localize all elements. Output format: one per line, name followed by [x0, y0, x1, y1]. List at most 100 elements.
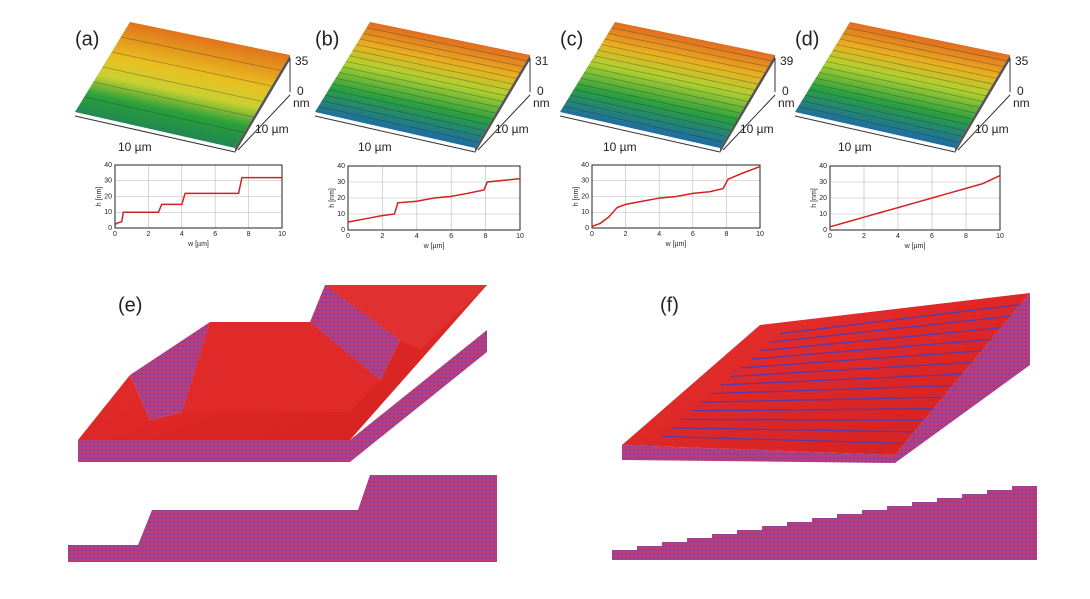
terrace-edge	[812, 83, 973, 120]
y-axis-label: h [nm]	[573, 187, 580, 207]
z-max: 31	[535, 54, 549, 68]
step-line	[750, 338, 992, 360]
model-e	[68, 285, 497, 562]
y-axis	[957, 94, 1011, 151]
x-axis-label: w [µm]	[904, 243, 926, 250]
terrace-edge	[356, 44, 517, 79]
x-axis	[74, 115, 236, 153]
y-axis	[237, 94, 291, 151]
y-tick-label: 20	[104, 193, 112, 200]
terrace-edge	[570, 94, 731, 131]
x-length: 10 µm	[358, 140, 392, 154]
x-tick-label: 8	[247, 231, 251, 238]
y-tick-label: 40	[104, 162, 112, 169]
x-tick-label: 6	[449, 233, 453, 240]
x-tick-label: 10	[278, 231, 286, 238]
terrace-edge	[345, 60, 507, 97]
terrace-edge	[563, 105, 724, 143]
x-tick-label: 10	[756, 231, 764, 238]
profile-line	[591, 165, 761, 228]
x-tick-label: 4	[415, 233, 419, 240]
slab-side	[350, 330, 487, 462]
terrace-edge	[843, 32, 1004, 68]
y-tick-label: 20	[581, 193, 589, 200]
y-axis-label: h [nm]	[811, 188, 818, 208]
y-tick-label: 40	[819, 163, 827, 170]
x-axis	[794, 115, 956, 153]
z-max: 35	[295, 54, 309, 68]
y-length: 10 µm	[495, 122, 529, 136]
x-length: 10 µm	[603, 140, 637, 154]
profile-line	[114, 176, 282, 226]
step-face	[130, 322, 210, 420]
terrace-edge	[611, 27, 772, 62]
surface-side	[475, 55, 530, 153]
profile-line	[347, 178, 521, 223]
surface	[75, 22, 290, 148]
terrace-edge	[84, 96, 245, 133]
terrace-edge	[601, 44, 762, 79]
terrace-edge	[338, 72, 500, 108]
terrace-edge	[818, 72, 980, 108]
panel-label: (d)	[795, 28, 819, 50]
step-line	[671, 427, 915, 433]
step-line	[661, 435, 905, 445]
slab-side	[895, 293, 1030, 463]
x-tick-label: 8	[724, 231, 728, 238]
terrace-edge	[111, 51, 272, 87]
terrace-edge	[805, 94, 966, 131]
z-max: 35	[1015, 54, 1029, 68]
terrace-edge	[836, 44, 997, 79]
step-lines	[661, 303, 1021, 445]
terrace-edge	[822, 66, 983, 102]
panel-label: (f)	[660, 294, 679, 316]
terrace-edge	[587, 66, 748, 102]
terrace-edge	[349, 55, 510, 91]
terrace-edge	[359, 38, 520, 73]
step-line	[780, 303, 1021, 335]
step-line	[770, 315, 1011, 343]
y-tick-label: 40	[581, 162, 589, 169]
z-unit: nm	[533, 96, 550, 110]
slab-front	[622, 445, 895, 463]
y-tick-label: 20	[819, 195, 827, 202]
y-tick-label: 10	[819, 211, 827, 218]
y-length: 10 µm	[255, 122, 289, 136]
terrace-edge	[335, 77, 496, 114]
surface-side	[955, 55, 1010, 153]
terrace-edge	[318, 105, 479, 143]
z-max: 39	[780, 54, 794, 68]
x-tick-label: 4	[657, 231, 661, 238]
x-tick-label: 0	[590, 231, 594, 238]
terrace-edge	[93, 81, 254, 118]
cross-section	[68, 475, 497, 562]
step-face	[310, 285, 400, 380]
x-tick-label: 2	[146, 231, 150, 238]
x-tick-label: 6	[930, 233, 934, 240]
terrace-edge	[839, 38, 1000, 73]
x-tick-label: 0	[828, 233, 832, 240]
x-tick-label: 2	[862, 233, 866, 240]
terrace-edge	[815, 77, 976, 114]
z-min: 0	[537, 84, 544, 98]
y-tick-label: 30	[104, 178, 112, 185]
terrace-edge	[325, 94, 486, 131]
y-length: 10 µm	[740, 122, 774, 136]
terrace-edge	[573, 89, 734, 126]
terrace-edge	[825, 60, 987, 97]
terrace-edge	[798, 105, 959, 143]
z-min: 0	[297, 84, 304, 98]
x-axis-label: w [µm]	[665, 241, 687, 248]
y-axis	[477, 94, 531, 151]
y-tick-label: 10	[104, 209, 112, 216]
x-tick-label: 2	[624, 231, 628, 238]
terrace-edge	[604, 38, 765, 73]
terrace-edge	[846, 27, 1007, 62]
terrace-edge	[801, 100, 962, 137]
terrace-edge	[594, 55, 755, 91]
top-terrace	[325, 285, 487, 350]
x-axis-label: w [µm]	[187, 241, 209, 248]
terrace-edge	[102, 66, 263, 102]
